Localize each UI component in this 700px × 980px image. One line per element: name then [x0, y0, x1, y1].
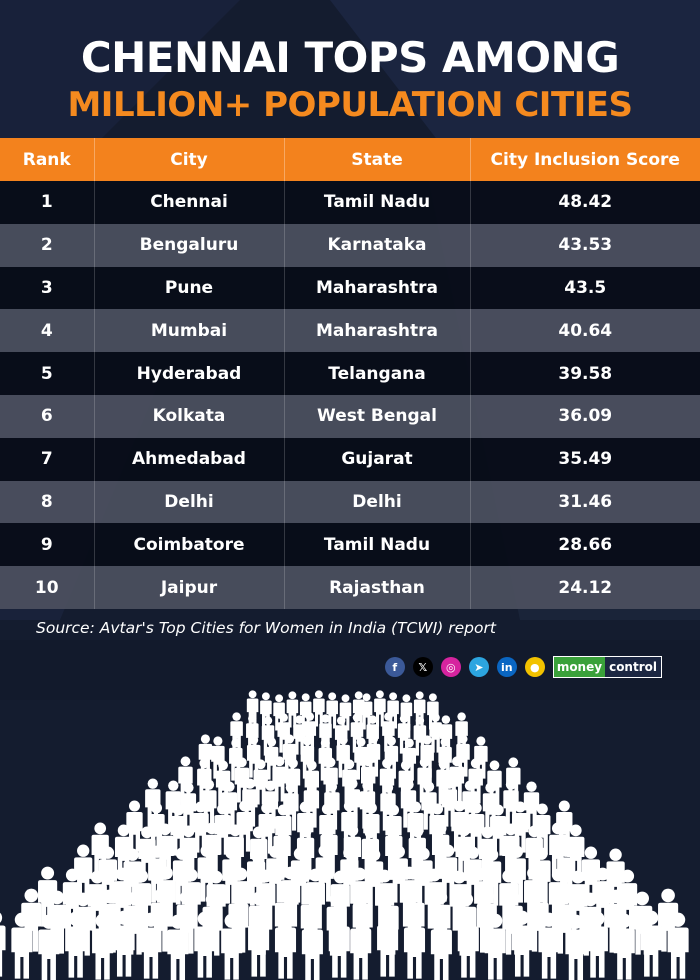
table-row: 10 Jaipur Rajasthan 24.12: [0, 566, 700, 609]
table-row: 5 Hyderabad Telangana 39.58: [0, 352, 700, 395]
header-city: City: [93, 138, 284, 181]
score-cell: 31.46: [469, 480, 700, 524]
rank-cell: 9: [0, 523, 94, 567]
city-cell: Chennai: [93, 181, 284, 224]
state-cell: Rajasthan: [283, 566, 470, 609]
city-cell: Ahmedabad: [93, 437, 284, 481]
title-line-1: CHENNAI TOPS AMONG: [80, 33, 620, 82]
state-cell: Maharashtra: [283, 309, 470, 353]
header-rank: Rank: [0, 138, 94, 181]
table-row: 6 Kolkata West Bengal 36.09: [0, 394, 700, 438]
state-cell: Telangana: [283, 352, 470, 395]
rank-cell: 5: [0, 352, 94, 395]
city-ranking-table: Rank City State City Inclusion Score 1 C…: [0, 138, 700, 609]
city-cell: Hyderabad: [93, 352, 284, 395]
city-cell: Pune: [93, 266, 284, 310]
source-note: Source: Avtar's Top Cities for Women in …: [36, 619, 496, 637]
score-cell: 43.53: [469, 223, 700, 267]
table-row: 3 Pune Maharashtra 43.5: [0, 266, 700, 310]
person-silhouette: [326, 692, 338, 729]
person-silhouette: [0, 910, 6, 977]
instagram-icon[interactable]: ◎: [440, 657, 461, 677]
state-cell: Karnataka: [283, 223, 470, 267]
crowd-illustration: [0, 690, 689, 980]
facebook-icon[interactable]: f: [384, 657, 405, 677]
city-cell: Coimbatore: [93, 523, 284, 567]
state-cell: Gujarat: [283, 437, 470, 481]
table-row: 8 Delhi Delhi 31.46: [0, 480, 700, 524]
logo-part-money: money: [553, 657, 606, 677]
score-cell: 24.12: [469, 566, 700, 609]
social-share-bar: f 𝕏 ◎ ➤ in ● money control: [384, 656, 662, 678]
rank-cell: 3: [0, 266, 94, 310]
moneycontrol-logo[interactable]: money control: [552, 656, 662, 678]
score-cell: 35.49: [469, 437, 700, 481]
score-cell: 43.5: [469, 266, 700, 310]
table-row: 1 Chennai Tamil Nadu 48.42: [0, 181, 700, 224]
state-cell: Maharashtra: [283, 266, 470, 310]
person-silhouette: [303, 712, 317, 752]
score-cell: 39.58: [469, 352, 700, 395]
rank-cell: 7: [0, 437, 94, 481]
rank-cell: 6: [0, 394, 94, 438]
state-cell: Tamil Nadu: [283, 181, 470, 224]
rank-cell: 8: [0, 480, 94, 524]
score-cell: 36.09: [469, 394, 700, 438]
rank-cell: 1: [0, 181, 94, 224]
city-cell: Bengaluru: [93, 223, 284, 267]
header-state: State: [283, 138, 470, 181]
city-cell: Mumbai: [93, 309, 284, 353]
rank-cell: 4: [0, 309, 94, 353]
table-row: 4 Mumbai Maharashtra 40.64: [0, 309, 700, 353]
koo-icon[interactable]: ●: [524, 657, 545, 677]
telegram-icon[interactable]: ➤: [468, 657, 489, 677]
person-silhouette: [382, 712, 395, 752]
x-icon[interactable]: 𝕏: [412, 657, 433, 677]
rank-cell: 10: [0, 566, 94, 609]
rank-cell: 2: [0, 223, 94, 267]
person-silhouette: [339, 694, 352, 731]
logo-part-control: control: [605, 657, 661, 677]
header-score: City Inclusion Score: [469, 138, 700, 181]
city-cell: Delhi: [93, 480, 284, 524]
table-row: 7 Ahmedabad Gujarat 35.49: [0, 437, 700, 481]
city-cell: Kolkata: [93, 394, 284, 438]
state-cell: West Bengal: [283, 394, 470, 438]
score-cell: 48.42: [469, 181, 700, 224]
table-row: 9 Coimbatore Tamil Nadu 28.66: [0, 523, 700, 567]
linkedin-icon[interactable]: in: [496, 657, 517, 677]
title-line-2: MILLION+ POPULATION CITIES: [67, 85, 633, 125]
state-cell: Delhi: [283, 480, 470, 524]
state-cell: Tamil Nadu: [283, 523, 470, 567]
table-row: 2 Bengaluru Karnataka 43.53: [0, 223, 700, 267]
city-cell: Jaipur: [93, 566, 284, 609]
table-header-row: Rank City State City Inclusion Score: [0, 138, 700, 181]
score-cell: 40.64: [469, 309, 700, 353]
score-cell: 28.66: [469, 523, 700, 567]
